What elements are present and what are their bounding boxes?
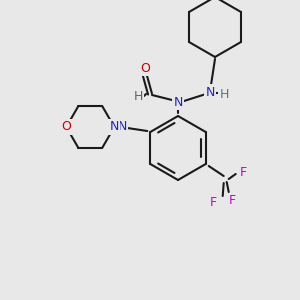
Text: F: F <box>229 194 236 208</box>
Text: N: N <box>173 95 183 109</box>
Text: N: N <box>110 121 119 134</box>
Text: F: F <box>240 167 247 179</box>
Text: N: N <box>118 121 127 134</box>
Text: O: O <box>61 121 71 134</box>
Text: H: H <box>133 89 143 103</box>
Text: F: F <box>210 196 217 209</box>
Text: H: H <box>219 88 229 100</box>
Text: O: O <box>140 61 150 74</box>
Text: N: N <box>205 85 215 98</box>
